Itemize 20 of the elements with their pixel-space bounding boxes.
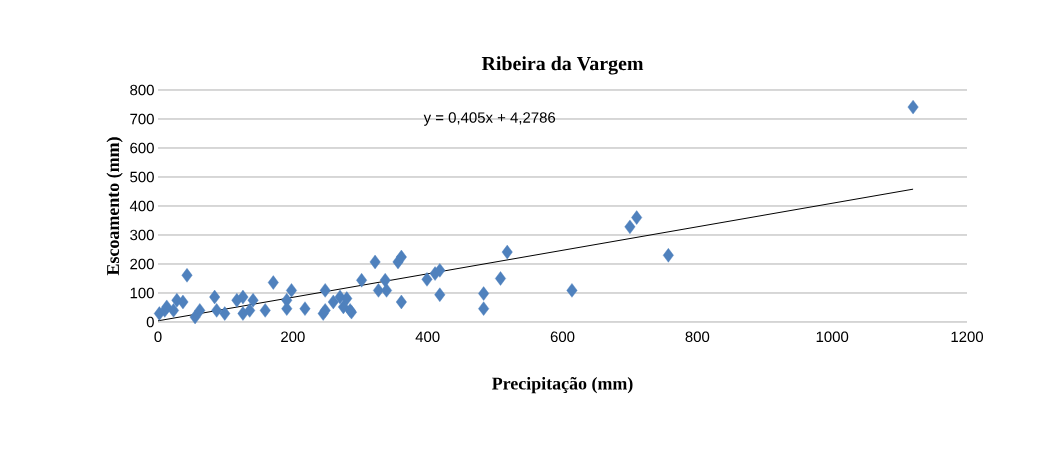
y-tick-label: 0 (146, 316, 154, 328)
chart-title: Ribeira da Vargem (481, 56, 644, 75)
y-axis-title: Escoamento (mm) (106, 137, 123, 276)
y-tick-label: 800 (130, 84, 154, 96)
y-tick-label: 500 (130, 171, 154, 183)
y-tick-label: 400 (129, 200, 154, 212)
x-tick-label: 0 (154, 331, 162, 343)
y-tick-label: 700 (130, 113, 154, 125)
x-tick-label: 200 (281, 331, 305, 343)
x-tick-label: 1200 (951, 331, 984, 343)
x-tick-label: 600 (550, 331, 575, 343)
y-tick-label: 300 (130, 229, 154, 241)
x-tick-label: 400 (415, 331, 440, 343)
annotation: y = 0,405x + 4,2786 (423, 112, 556, 126)
y-tick-label: 600 (130, 142, 154, 154)
y-tick-label: 100 (130, 287, 154, 299)
x-tick-label: 800 (685, 331, 710, 343)
y-tick-label: 200 (130, 258, 154, 270)
x-axis-title: Precipitação (mm) (492, 376, 633, 394)
x-tick-label: 1000 (816, 331, 849, 343)
